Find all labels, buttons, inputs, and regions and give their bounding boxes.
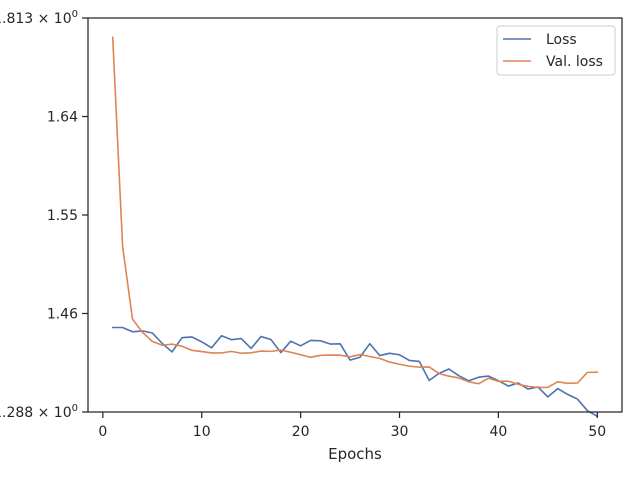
legend-label-1: Val. loss [546,54,603,70]
x-tick-label: 50 [588,424,606,440]
x-axis-label: Epochs [328,445,382,463]
series-line-0 [111,326,599,418]
y-tick-label: 1.55 [47,208,78,224]
axes-frame [87,17,623,413]
x-tick-label: 10 [193,424,211,440]
legend: Loss Val. loss [496,25,616,76]
x-axis-ticks: 0 10 20 30 40 50 [98,412,606,440]
series-lines [111,36,599,418]
y-edge-tick-label: 1.288 × 100 [0,403,78,421]
x-tick-label: 20 [292,424,310,440]
x-tick-label: 40 [489,424,507,440]
x-tick-label: 0 [98,424,107,440]
y-tick-label: 1.46 [47,307,78,323]
y-tick-label: 1.64 [47,110,78,126]
x-tick-label: 30 [391,424,409,440]
legend-label-0: Loss [546,32,577,48]
series-line-1 [111,36,599,389]
y-axis-ticks: 1.46 1.55 1.64 1.288 × 100 1.813 × 100 [0,9,88,421]
y-edge-tick-label: 1.813 × 100 [0,9,78,27]
